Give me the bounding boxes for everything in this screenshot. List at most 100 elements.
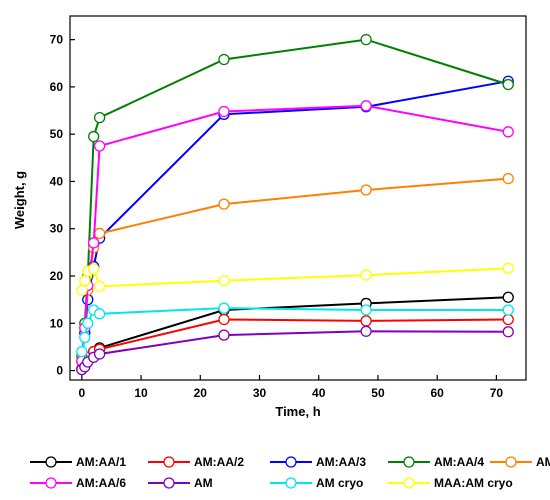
data-point	[218, 275, 230, 287]
legend-marker	[45, 456, 57, 468]
legend-item: AM cryo	[270, 476, 363, 490]
legend-label: MAA:AM cryo	[434, 476, 513, 490]
y-tick-label: 40	[50, 174, 64, 188]
data-point	[93, 280, 106, 293]
series-8	[76, 262, 514, 296]
series-5	[76, 100, 514, 367]
legend-item: AM:AA/6	[30, 476, 126, 490]
legend-label: AM	[194, 476, 213, 490]
series-line	[80, 104, 509, 362]
series-line	[80, 307, 509, 352]
data-point	[502, 172, 514, 185]
legend-marker	[163, 477, 175, 489]
data-point	[502, 304, 514, 316]
y-tick-label: 20	[50, 269, 64, 283]
data-point	[360, 304, 372, 316]
legend: AM:AA/1 AM:AA/2 AM:AA/3 AM:AA/4 AM:AA/5 AM:AA…	[30, 455, 550, 490]
x-axis-ticks: 0 10 20 30 40 50 60 70	[79, 375, 504, 400]
x-tick-label: 50	[371, 386, 385, 400]
legend-label: AM:AA/2	[194, 455, 244, 469]
data-point	[93, 308, 106, 320]
data-point	[360, 269, 372, 281]
data-point	[502, 78, 514, 91]
legend-item: AM:AA/2	[148, 455, 244, 469]
x-tick-label: 20	[194, 386, 208, 400]
data-point	[79, 275, 91, 287]
data-point	[502, 291, 514, 303]
data-point	[93, 111, 106, 124]
legend-item: AM:AA/4	[388, 455, 484, 469]
x-tick-label: 30	[253, 386, 267, 400]
data-point	[76, 284, 88, 296]
series-line	[80, 318, 509, 370]
data-point	[360, 33, 372, 46]
legend-item: AM:AA/1	[30, 455, 126, 469]
data-point	[360, 315, 372, 327]
y-tick-label: 30	[50, 222, 64, 236]
series-1	[76, 313, 514, 375]
series-2	[76, 75, 514, 367]
legend-item: AM	[148, 476, 213, 490]
legend-item: MAA:AM cryo	[388, 476, 513, 490]
data-point	[218, 53, 230, 66]
series-layer	[76, 33, 514, 376]
data-point	[502, 126, 514, 138]
data-point	[360, 184, 372, 196]
y-tick-label: 0	[56, 364, 63, 378]
x-tick-label: 40	[312, 386, 326, 400]
data-point	[502, 262, 514, 275]
x-tick-label: 70	[490, 386, 504, 400]
data-point	[218, 329, 230, 341]
legend-label: AM:AA/5	[536, 455, 550, 469]
data-point	[218, 313, 230, 326]
legend-marker	[45, 477, 57, 489]
data-point	[218, 198, 230, 210]
data-point	[88, 237, 100, 249]
y-axis-ticks: 0 10 20 30 40 50 60 70	[50, 33, 75, 378]
legend-label: AM:AA/3	[316, 455, 366, 469]
series-7	[76, 302, 514, 358]
y-axis-title: Weight, g	[12, 171, 27, 229]
legend-label: AM:AA/4	[434, 455, 484, 469]
x-tick-label: 10	[134, 386, 148, 400]
data-point	[88, 130, 100, 143]
y-tick-label: 10	[50, 316, 64, 330]
data-point	[82, 317, 94, 329]
x-tick-label: 0	[79, 386, 86, 400]
plot-frame	[69, 15, 527, 381]
legend-label: AM:AA/1	[76, 455, 126, 469]
data-point	[93, 348, 106, 360]
x-axis-title: Time, h	[275, 404, 320, 419]
series-line	[80, 267, 509, 291]
data-point	[360, 325, 372, 337]
data-point	[93, 227, 106, 240]
y-tick-label: 70	[50, 33, 64, 47]
series-6	[76, 325, 514, 376]
series-line	[81, 330, 509, 371]
data-point	[79, 331, 91, 344]
series-line	[80, 80, 509, 362]
legend-marker	[505, 456, 517, 468]
y-tick-label: 50	[50, 127, 64, 141]
data-point	[218, 302, 230, 314]
legend-marker	[403, 456, 415, 468]
legend-marker	[163, 456, 175, 468]
legend-marker	[285, 456, 297, 468]
x-tick-label: 60	[430, 386, 444, 400]
data-point	[360, 100, 372, 112]
legend-label: AM:AA/6	[76, 476, 126, 490]
data-point	[76, 345, 88, 358]
legend-marker	[285, 477, 297, 489]
legend-item: AM:AA/5	[490, 455, 550, 469]
legend-label: AM cryo	[316, 476, 363, 490]
series-4	[76, 172, 514, 367]
data-point	[502, 326, 514, 338]
data-point	[88, 263, 100, 275]
data-point	[218, 105, 230, 118]
legend-item: AM:AA/3	[270, 455, 366, 469]
legend-marker	[403, 477, 415, 489]
y-tick-label: 60	[50, 80, 64, 94]
data-point	[502, 313, 514, 326]
data-point	[93, 140, 106, 152]
